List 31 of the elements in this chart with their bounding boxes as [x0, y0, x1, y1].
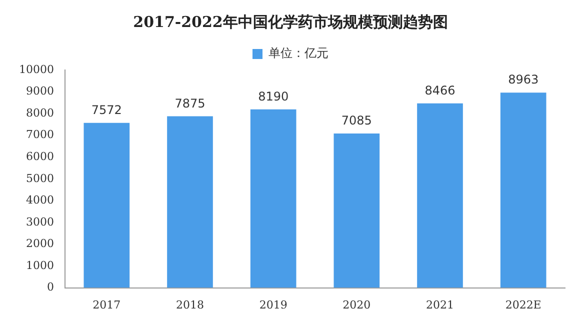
x-tick-label: 2020 [342, 298, 371, 312]
y-tick-label: 6000 [26, 150, 54, 163]
bar [167, 116, 213, 288]
x-tick-label: 2017 [92, 298, 121, 312]
y-tick-label: 8000 [26, 106, 54, 120]
y-tick-label: 4000 [26, 194, 54, 207]
bar [500, 92, 546, 288]
y-tick-label: 3000 [26, 215, 54, 228]
data-label: 8190 [258, 90, 289, 104]
y-tick-label: 0 [46, 280, 54, 294]
x-tick-label: 2019 [259, 298, 288, 312]
data-label: 7572 [91, 103, 122, 118]
y-tick-label: 7000 [26, 128, 54, 142]
x-tick-label: 2021 [426, 298, 454, 312]
data-label: 8963 [508, 72, 539, 87]
y-tick-label: 1000 [26, 258, 54, 272]
data-label: 7875 [174, 96, 206, 110]
x-tick-label: 2022E [505, 298, 542, 312]
bar [250, 109, 296, 288]
chart-title: 2017-2022年中国化学药市场规模预测趋势图 [133, 12, 448, 31]
y-tick-label: 10000 [18, 62, 54, 76]
x-tick-label: 2018 [176, 298, 204, 312]
y-tick-label: 9000 [26, 84, 54, 98]
data-label: 7085 [341, 114, 372, 128]
y-tick-label: 2000 [26, 237, 54, 250]
bar [334, 133, 380, 288]
data-label: 8466 [424, 84, 456, 98]
legend-label: 单位：亿元 [268, 46, 328, 60]
y-tick-label: 5000 [26, 172, 54, 185]
bar [84, 122, 130, 288]
bar [417, 103, 463, 288]
